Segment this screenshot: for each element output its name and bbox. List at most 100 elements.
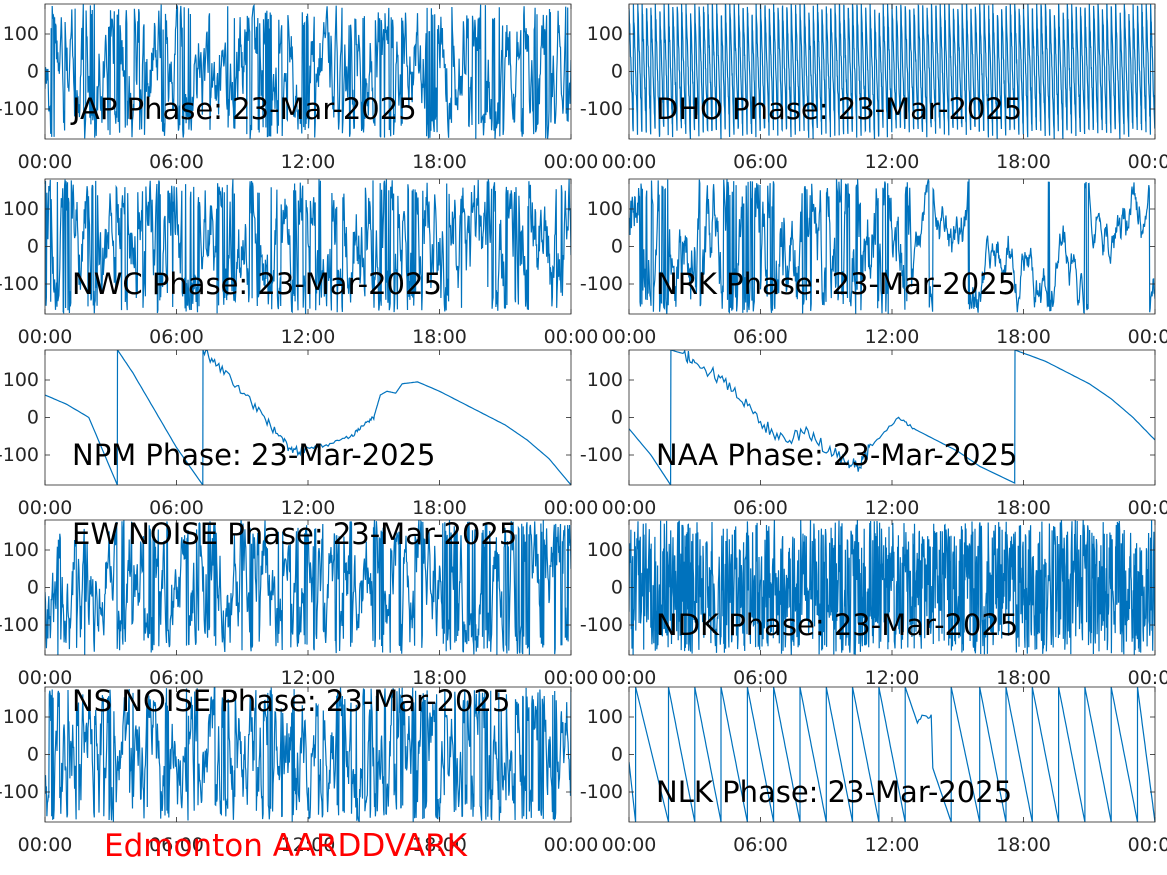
phase-series-line [45,179,571,314]
x-tick-label: 00:00 [18,326,73,348]
x-tick-label: 12:00 [865,326,920,348]
x-tick-label: 12:00 [865,497,920,519]
subplot-7: 100 0 -100 00:00 06:00 12:00 18:00 00:00 EW NOIS… [0,517,598,689]
y-tick-label: 100 [3,369,39,391]
x-tick-label: 06:00 [733,326,788,348]
subplot-title: DHO Phase: 23-Mar-2025 [656,92,1022,126]
y-tick-label: -100 [0,614,39,636]
subplot-title: NAA Phase: 23-Mar-2025 [656,438,1017,472]
subplot-8: 100 0 -100 00:00 06:00 12:00 18:00 00:00 NDK Pha… [580,519,1167,689]
x-tick-label: 06:00 [149,326,204,348]
x-tick-label: 12:00 [281,497,336,519]
subplot-title: NRK Phase: 23-Mar-2025 [656,267,1016,301]
x-tick-label: 00:00 [602,151,657,173]
x-tick-label: 00:00 [18,667,73,689]
y-tick-label: -100 [0,98,39,120]
subplot-1: 100 0 -100 00:00 06:00 12:00 18:00 00:00 JAP Pha… [0,3,599,173]
y-tick-label: 100 [587,198,623,220]
y-tick-label: -100 [580,781,623,803]
x-tick-label: 18:00 [996,834,1051,856]
x-tick-label: 06:00 [149,834,204,856]
x-tick-label: 18:00 [996,151,1051,173]
y-tick-label: 100 [587,23,623,45]
y-tick-label: 0 [611,407,623,429]
x-tick-label: 06:00 [733,834,788,856]
y-tick-label: -100 [580,614,623,636]
x-tick-label: 12:00 [281,834,336,856]
x-tick-label: 00:00 [544,326,599,348]
subplot-2: 100 0 -100 00:00 06:00 12:00 18:00 00:00 DHO Pha… [580,3,1167,173]
x-tick-label: 06:00 [733,151,788,173]
x-tick-label: 00:00 [18,834,73,856]
x-tick-label: 00:00 [1128,151,1167,173]
x-tick-label: 06:00 [149,667,204,689]
y-tick-label: 100 [3,23,39,45]
phase-series-line [45,520,571,655]
subplot-title: NDK Phase: 23-Mar-2025 [656,608,1018,642]
x-tick-label: 12:00 [281,326,336,348]
y-tick-label: 0 [27,236,39,258]
y-tick-label: 0 [611,236,623,258]
x-tick-label: 00:00 [544,497,599,519]
x-tick-label: 00:00 [18,151,73,173]
subplot-5: 100 0 -100 00:00 06:00 12:00 18:00 00:00 NPM Pha… [0,349,599,519]
y-tick-label: -100 [580,98,623,120]
x-tick-label: 18:00 [996,497,1051,519]
x-tick-label: 18:00 [412,151,467,173]
x-tick-label: 06:00 [149,151,204,173]
y-tick-label: 0 [27,407,39,429]
x-tick-label: 00:00 [602,667,657,689]
x-tick-label: 12:00 [865,667,920,689]
subplot-title: NLK Phase: 23-Mar-2025 [656,775,1012,809]
y-tick-label: 0 [27,577,39,599]
x-tick-label: 00:00 [1128,326,1167,348]
subplot-3: 100 0 -100 00:00 06:00 12:00 18:00 00:00 NWC Pha… [0,178,599,348]
y-tick-label: -100 [580,444,623,466]
x-tick-label: 00:00 [602,326,657,348]
x-tick-label: 18:00 [996,667,1051,689]
x-tick-label: 00:00 [1128,497,1167,519]
x-tick-label: 00:00 [544,834,599,856]
y-tick-label: 100 [587,539,623,561]
x-tick-label: 00:00 [1128,667,1167,689]
y-tick-label: -100 [0,781,39,803]
y-tick-label: 0 [611,744,623,766]
subplot-9: 100 0 -100 00:00 06:00 12:00 18:00 00:00 NS NOIS… [0,684,598,856]
subplot-title: NPM Phase: 23-Mar-2025 [72,438,436,472]
phase-series-line [45,4,571,139]
y-tick-label: 100 [3,539,39,561]
y-tick-label: 0 [611,577,623,599]
x-tick-label: 00:00 [544,151,599,173]
x-tick-label: 12:00 [281,667,336,689]
x-tick-label: 06:00 [149,497,204,519]
y-tick-label: -100 [0,273,39,295]
x-tick-label: 00:00 [602,834,657,856]
phase-series-line [629,179,1155,314]
subplot-4: 100 0 -100 00:00 06:00 12:00 18:00 00:00 NRK Pha… [580,178,1167,348]
x-tick-label: 18:00 [996,326,1051,348]
subplot-title: EW NOISE Phase: 23-Mar-2025 [72,517,517,551]
x-tick-label: 00:00 [602,497,657,519]
y-tick-label: 100 [587,369,623,391]
phase-series-line [45,687,571,822]
x-tick-label: 18:00 [412,326,467,348]
subplot-10: 100 0 -100 00:00 06:00 12:00 18:00 00:00 NLK Pha… [580,686,1167,856]
x-tick-label: 18:00 [412,834,467,856]
x-tick-label: 12:00 [865,151,920,173]
phase-series-line [629,687,1155,822]
y-tick-label: -100 [0,444,39,466]
phase-series-line [629,520,1155,655]
y-tick-label: 0 [611,61,623,83]
subplot-6: 100 0 -100 00:00 06:00 12:00 18:00 00:00 NAA Pha… [580,349,1167,519]
x-tick-label: 18:00 [412,667,467,689]
subplot-title: NWC Phase: 23-Mar-2025 [72,267,442,301]
y-tick-label: -100 [580,273,623,295]
x-tick-label: 06:00 [733,667,788,689]
y-tick-label: 100 [3,198,39,220]
x-tick-label: 12:00 [865,834,920,856]
x-tick-label: 12:00 [281,151,336,173]
x-tick-label: 00:00 [1128,834,1167,856]
x-tick-label: 00:00 [544,667,599,689]
subplot-title: NS NOISE Phase: 23-Mar-2025 [72,684,510,718]
